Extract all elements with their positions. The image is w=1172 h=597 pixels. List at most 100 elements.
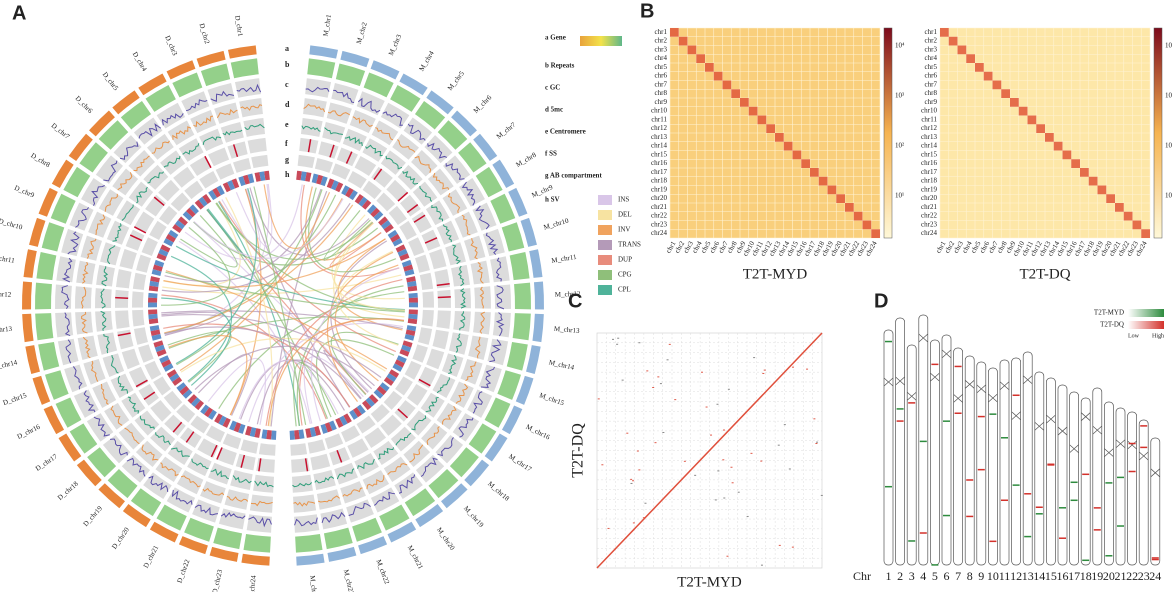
track-bg [436,310,451,329]
track-bg [421,309,434,327]
centromere [185,431,195,443]
track-line [82,336,91,359]
row-label: chr9 [655,98,668,106]
track-line [452,244,462,265]
row-label: chr23 [921,220,937,228]
ring-label: e [285,120,289,129]
ab-compartment [247,173,255,184]
panel-label: A [12,2,26,24]
alignment-dot [642,517,645,519]
track-bg [323,527,353,550]
legend-label: c GC [545,84,560,92]
track-line [185,99,208,112]
chromosome-band [227,45,257,59]
track-line [407,123,426,141]
chromosome-label: M_chr24 [308,575,319,592]
chr-number: 24 [1149,569,1161,583]
ab-compartment [314,425,321,436]
alignment-dot [638,342,641,344]
track-bg [490,256,510,283]
difference-mark [896,408,904,410]
track-bg [324,433,344,450]
ab-compartment [311,173,319,184]
ab-compartment [214,413,223,424]
sv-link [292,362,337,427]
centromere [216,447,223,460]
chr-number: 23 [1138,569,1150,583]
track-line [398,474,416,494]
centromere [1046,414,1056,424]
row-label: chr15 [651,150,667,158]
difference-mark [1070,481,1078,484]
centromere [240,454,246,468]
track-bg [458,142,487,173]
centromere [424,237,438,244]
chromosome-label: D_chr9 [13,184,36,200]
track-line [324,127,343,135]
alignment-dot [763,369,766,371]
track-bg [370,403,390,423]
difference-mark [989,413,997,415]
difference-mark [989,540,997,543]
centromere [397,191,409,202]
ab-compartment [156,253,167,261]
ab-compartment [406,276,416,283]
colorbar-label: 10³ [895,92,904,100]
alignment-dot [762,372,765,374]
ab-compartment [392,363,403,372]
ab-compartment [163,363,174,372]
chromosome-label: D_chr21 [142,544,161,570]
track-bg [310,453,331,471]
row-label: chr7 [655,80,668,88]
alignment-dot [597,398,600,400]
chromosome-band [32,375,51,405]
legend-label: T2T-DQ [1100,321,1124,329]
track-bg [81,178,107,207]
track-bg [184,517,214,542]
difference-mark [908,540,916,542]
colorbar-label: 10⁴ [895,42,905,50]
track-bg [138,344,154,363]
ab-compartment [401,259,412,268]
ab-compartment [161,359,172,368]
alignment-dot [666,359,669,361]
ring-label: a [285,44,289,53]
track-bg [133,327,148,345]
track-bg [473,311,491,335]
chromosome-band [451,110,477,137]
chromosome-band [149,521,179,543]
alignment-dot [737,491,740,493]
track-bg [222,433,242,450]
chromosome-label: M_chr16 [525,423,552,442]
ab-compartment [151,333,162,341]
heatmap-diagonal [1001,89,1010,98]
alignment-dot [705,406,708,408]
chromosome-label: M_chr22 [375,558,392,585]
track-bg [208,462,232,485]
track-line [151,140,170,154]
chromosome [1046,377,1056,566]
track-line [83,390,96,413]
track-bg [354,155,377,176]
ab-compartment [178,216,188,226]
track-bg [300,118,323,137]
chr-number: 2 [897,569,903,583]
ab-compartment [408,297,418,303]
centromere [1034,421,1045,431]
ring-label: f [285,139,288,148]
track-bg [291,458,310,473]
heatmap-diagonal [818,176,828,186]
track-bg [38,341,60,371]
track-bg [115,289,129,308]
track-bg [77,335,98,361]
ab-compartment [352,407,362,418]
difference-mark [954,365,962,368]
chr-number: 3 [909,569,915,583]
ab-compartment [169,373,180,383]
legend-label: b Repeats [545,62,575,70]
track-line [437,437,454,457]
chr-number: 12 [1010,569,1022,583]
row-label: chr7 [925,80,938,88]
sv-link [218,291,405,410]
ab-compartment [394,359,405,368]
